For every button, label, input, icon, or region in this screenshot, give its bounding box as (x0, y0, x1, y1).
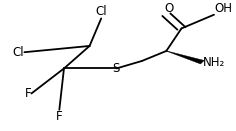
Text: NH₂: NH₂ (202, 56, 225, 69)
Text: Cl: Cl (13, 46, 25, 59)
Text: S: S (113, 62, 120, 75)
Text: O: O (164, 2, 173, 15)
Text: F: F (25, 87, 31, 100)
Text: OH: OH (214, 2, 232, 15)
Polygon shape (166, 51, 204, 64)
Text: F: F (56, 110, 63, 123)
Text: Cl: Cl (95, 6, 107, 18)
